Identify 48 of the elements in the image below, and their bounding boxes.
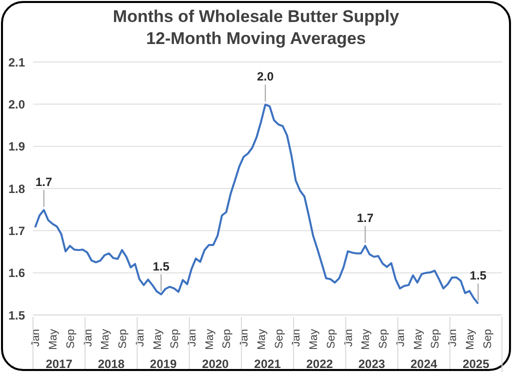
x-tick-label: May	[204, 328, 216, 350]
y-tick-label: 1.7	[8, 224, 26, 238]
text: 2025	[462, 357, 490, 371]
x-tick-label: Jan	[238, 329, 251, 347]
x-tick-label: May	[256, 328, 268, 350]
y-tick-label: 1.5	[8, 308, 26, 322]
y-tick-label: 1.9	[8, 140, 26, 154]
x-tick-label: Jan	[342, 329, 355, 347]
text: 2021	[254, 357, 282, 371]
x-tick-label: Sep	[273, 329, 286, 349]
text: 2018	[98, 357, 125, 371]
x-tick-label: May	[464, 328, 476, 350]
chart-subtitle: 12-Month Moving Averages	[145, 28, 367, 50]
x-tick-label: Jan	[82, 329, 94, 347]
x-tick-label: May	[100, 328, 112, 350]
data-label: 1.7	[356, 210, 374, 225]
data-label: 1.5	[152, 259, 170, 274]
x-tick-label: Sep	[221, 329, 234, 349]
y-tick-label: 2.1	[8, 55, 26, 70]
x-tick-label: Sep	[169, 329, 182, 349]
x-tick-label: Sep	[482, 329, 494, 349]
x-tick-label: May	[412, 328, 424, 350]
y-tick-label: 1.6	[8, 266, 26, 280]
text: 2020	[202, 357, 230, 371]
x-tick-label: Sep	[325, 329, 338, 349]
data-label: 2.0	[256, 70, 274, 84]
text: 2019	[150, 357, 177, 371]
x-tick-label: Sep	[430, 329, 442, 349]
x-tick-label: May	[152, 328, 164, 350]
y-tick-label: 1.8	[8, 182, 26, 196]
x-tick-label: Jan	[134, 329, 146, 347]
x-tick-label: Sep	[117, 329, 130, 349]
x-tick-label: Sep	[378, 329, 390, 349]
x-tick-label: Jan	[186, 329, 199, 347]
data-label: 1.5	[470, 268, 487, 283]
x-tick-label: May	[48, 328, 60, 350]
x-tick-label: May	[308, 328, 320, 350]
text: 2022	[306, 357, 334, 371]
x-tick-label: Sep	[64, 329, 77, 349]
x-tick-label: Jan	[447, 329, 460, 347]
text: 2023	[358, 357, 386, 371]
chart-title: Months of Wholesale Butter Supply	[112, 6, 400, 28]
x-tick-label: May	[360, 328, 372, 350]
text: 2017	[46, 357, 73, 371]
x-tick-label: Jan	[394, 329, 407, 347]
y-tick-label: 2.0	[8, 97, 26, 112]
text: 2024	[410, 357, 438, 371]
data-label: 1.7	[36, 175, 53, 190]
